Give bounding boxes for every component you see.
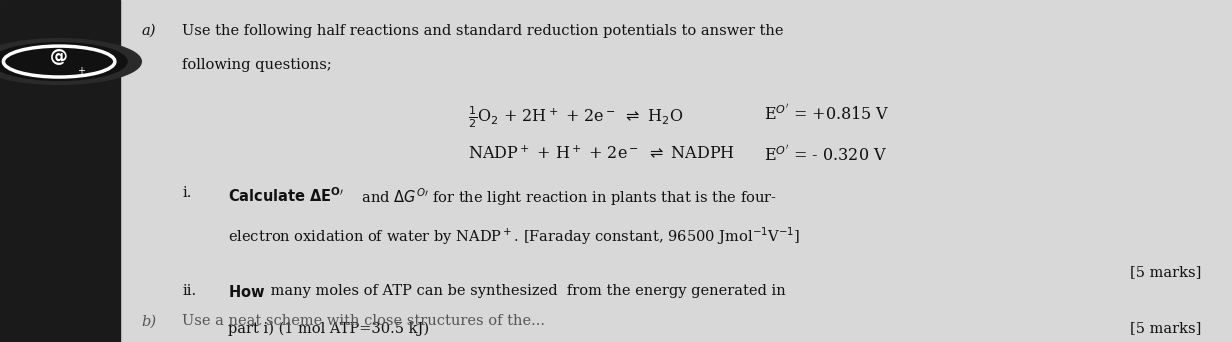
Text: Use the following half reactions and standard reduction potentials to answer the: Use the following half reactions and sta… (182, 24, 784, 38)
Text: +: + (78, 66, 85, 76)
Text: many moles of ATP can be synthesized  from the energy generated in: many moles of ATP can be synthesized fro… (266, 284, 786, 298)
Text: b): b) (142, 314, 156, 328)
Text: Use a neat scheme with close structures of the...: Use a neat scheme with close structures … (182, 314, 546, 328)
Text: $\mathbf{Calculate\ \Delta E^{O\prime}}$: $\mathbf{Calculate\ \Delta E^{O\prime}}$ (228, 186, 344, 205)
Bar (0, 0, 120, 342)
Text: ii.: ii. (182, 284, 196, 298)
Text: and $\Delta G^{O\prime}$ for the light reaction in plants that is the four-: and $\Delta G^{O\prime}$ for the light r… (357, 186, 777, 208)
Text: @: @ (51, 49, 68, 66)
Text: E$^{O'}$ = +0.815 V: E$^{O'}$ = +0.815 V (764, 104, 890, 124)
Circle shape (0, 43, 127, 80)
Text: $\frac{1}{2}$O$_2$ + 2H$^+$ + 2e$^-$ $\rightleftharpoons$ H$_2$O: $\frac{1}{2}$O$_2$ + 2H$^+$ + 2e$^-$ $\r… (468, 104, 684, 130)
Text: NADP$^+$ + H$^+$ + 2e$^-$ $\rightleftharpoons$ NADPH: NADP$^+$ + H$^+$ + 2e$^-$ $\rightlefthar… (468, 145, 736, 163)
Text: [5 marks]: [5 marks] (1130, 321, 1201, 336)
Text: following questions;: following questions; (182, 58, 333, 72)
Text: [5 marks]: [5 marks] (1130, 265, 1201, 279)
Text: $\mathbf{How}$: $\mathbf{How}$ (228, 284, 265, 300)
Text: electron oxidation of water by NADP$^+$. [Faraday constant, 96500 Jmol$^{-1}$V$^: electron oxidation of water by NADP$^+$.… (228, 226, 801, 247)
Text: i.: i. (182, 186, 192, 200)
Circle shape (0, 39, 142, 84)
Text: a): a) (142, 24, 156, 38)
Text: E$^{O'}$ = - 0.320 V: E$^{O'}$ = - 0.320 V (764, 145, 887, 165)
Text: part i) (1 mol ATP=30.5 kJ): part i) (1 mol ATP=30.5 kJ) (228, 321, 429, 336)
